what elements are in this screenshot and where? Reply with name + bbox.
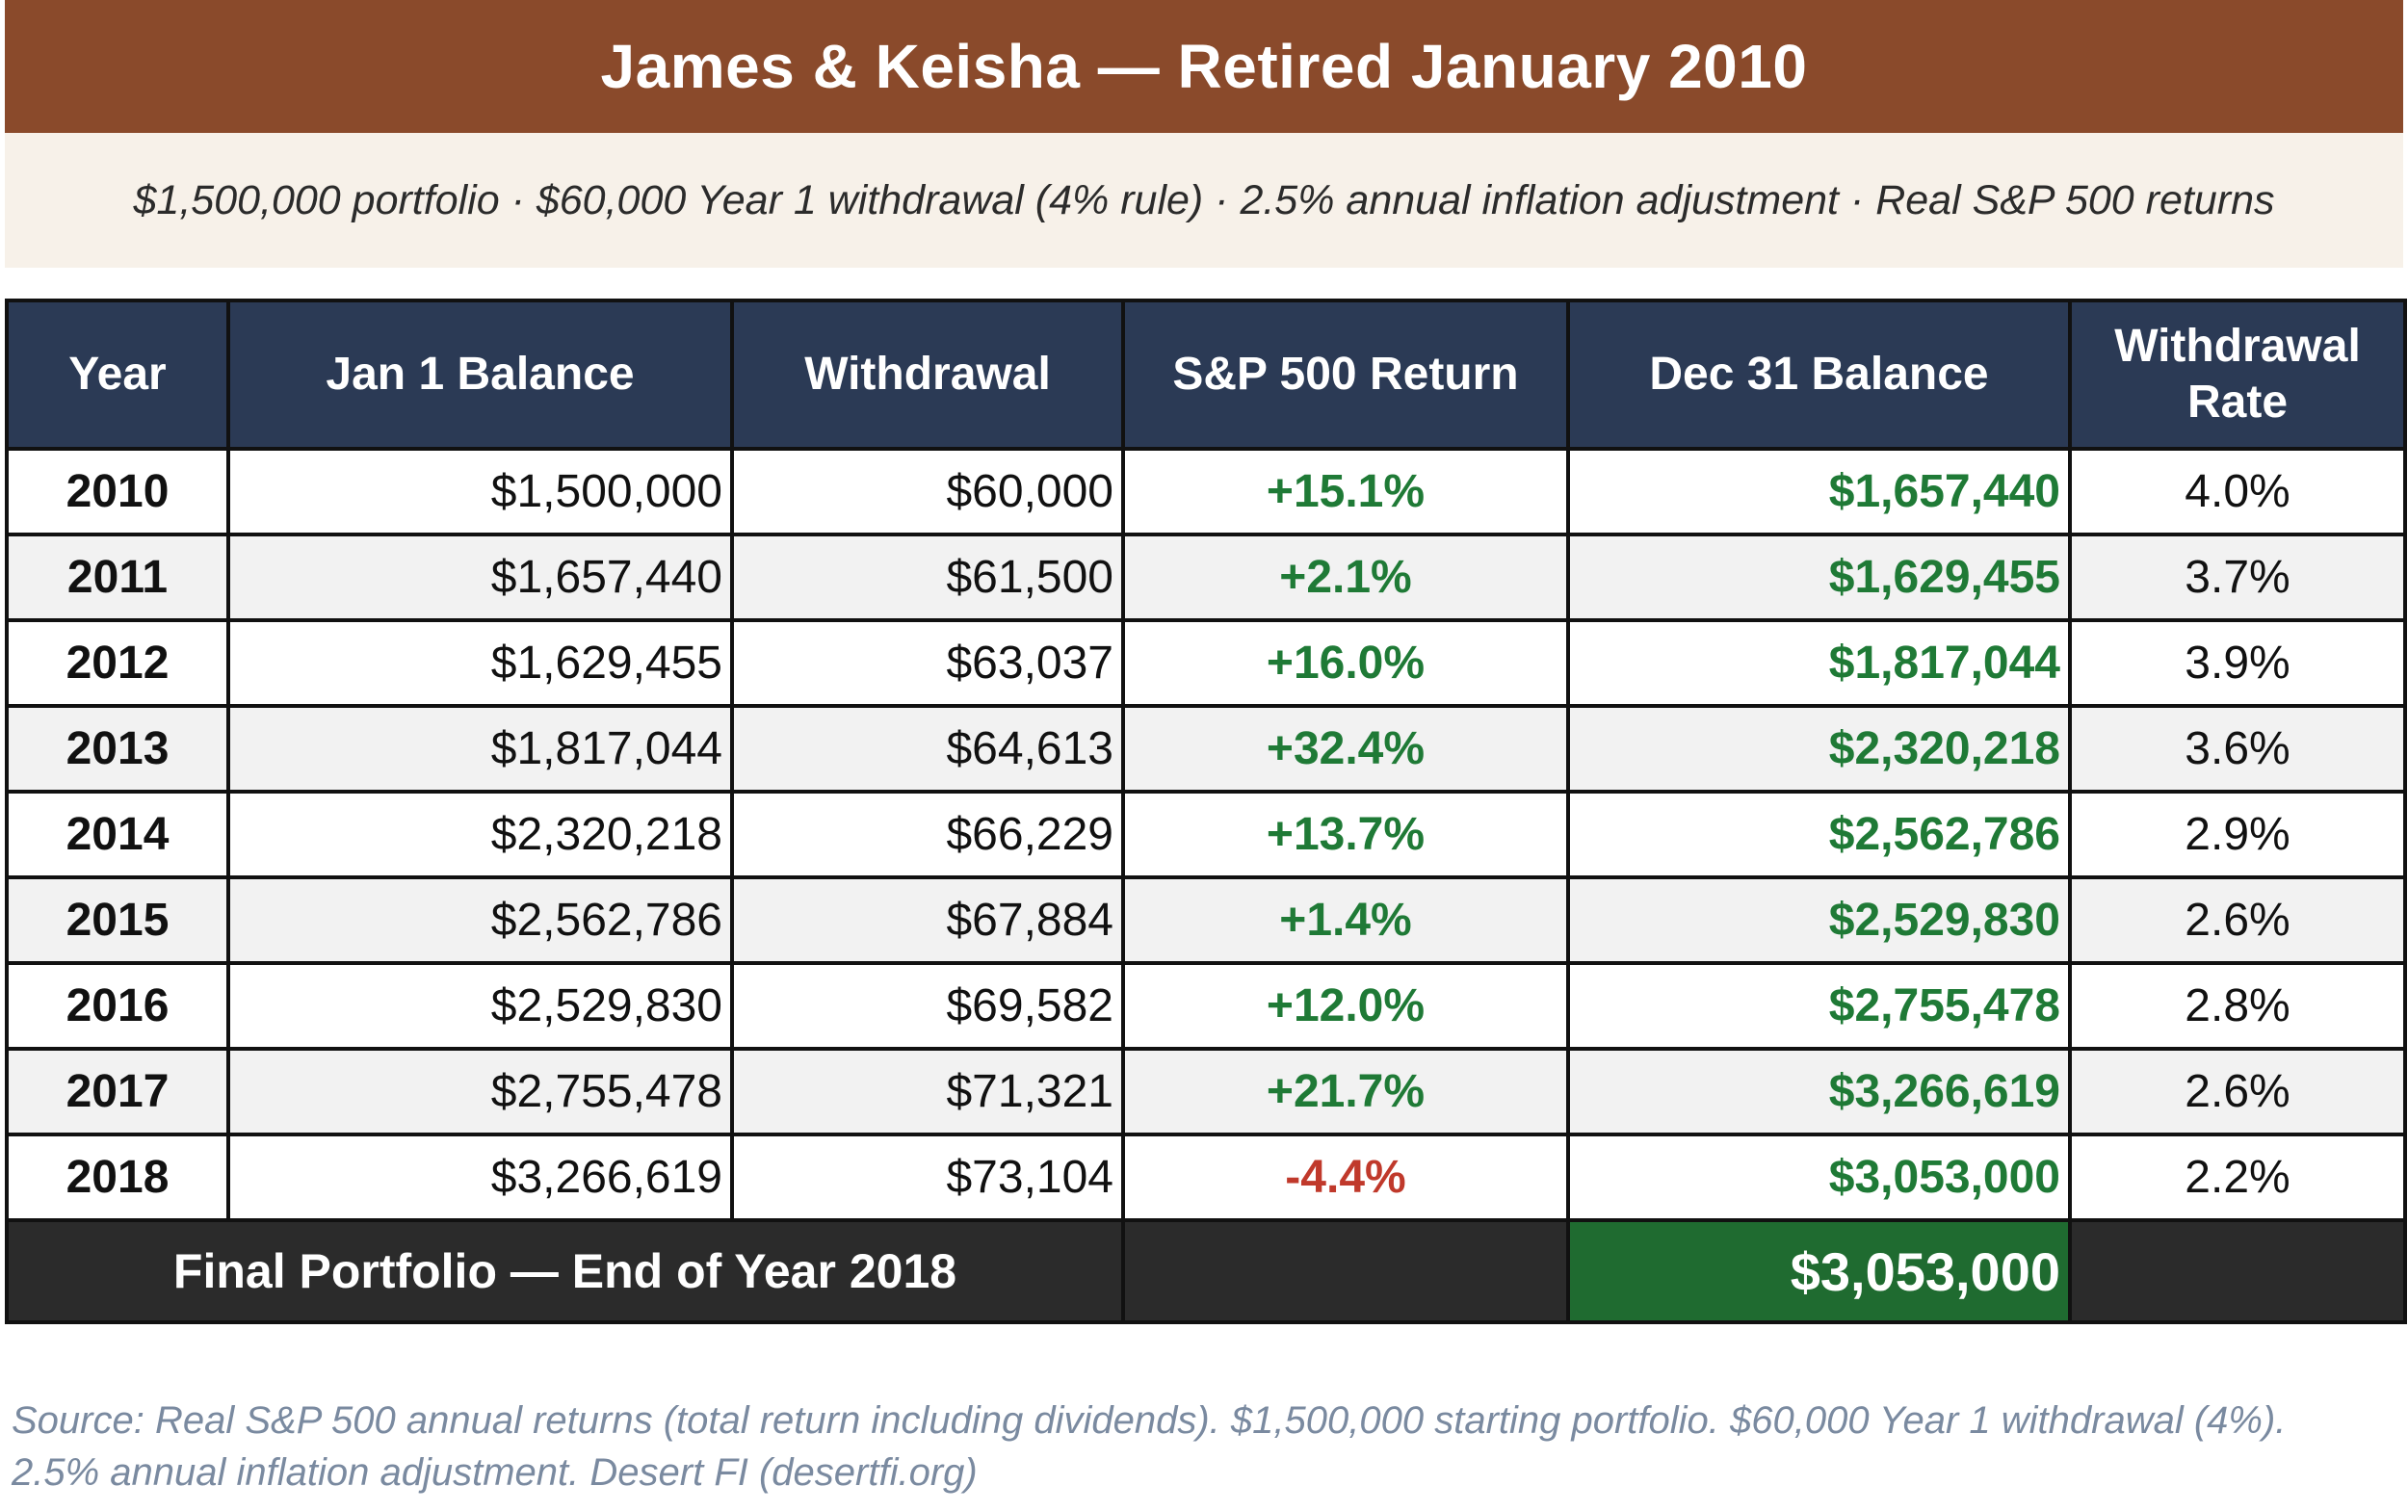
table-row: 2018 $3,266,619 $73,104 -4.4% $3,053,000… [5, 1133, 2407, 1222]
cell-year: 2014 [5, 790, 230, 879]
table-header-row: Year Jan 1 Balance Withdrawal S&P 500 Re… [5, 299, 2407, 451]
header-withdrawal-rate: Withdrawal Rate [2068, 299, 2407, 451]
cell-withdrawal: $63,037 [730, 618, 1125, 708]
cell-withdrawal: $73,104 [730, 1133, 1125, 1222]
cell-withdrawal: $60,000 [730, 447, 1125, 536]
table-row: 2016 $2,529,830 $69,582 +12.0% $2,755,47… [5, 961, 2407, 1051]
cell-withdrawal-rate: 2.6% [2068, 1047, 2407, 1136]
cell-jan-balance: $1,500,000 [226, 447, 734, 536]
table-row: 2013 $1,817,044 $64,613 +32.4% $2,320,21… [5, 704, 2407, 794]
cell-sp-return: -4.4% [1121, 1133, 1570, 1222]
header-jan-balance: Jan 1 Balance [226, 299, 734, 451]
table-row: 2012 $1,629,455 $63,037 +16.0% $1,817,04… [5, 618, 2407, 708]
cell-dec-balance: $2,562,786 [1566, 790, 2072, 879]
table-row: 2014 $2,320,218 $66,229 +13.7% $2,562,78… [5, 790, 2407, 879]
cell-withdrawal-rate: 2.8% [2068, 961, 2407, 1051]
cell-sp-return: +2.1% [1121, 533, 1570, 622]
cell-withdrawal: $71,321 [730, 1047, 1125, 1136]
cell-withdrawal-rate: 4.0% [2068, 447, 2407, 536]
final-portfolio-row: Final Portfolio — End of Year 2018 $3,05… [5, 1218, 2407, 1324]
cell-sp-return: +13.7% [1121, 790, 1570, 879]
header-withdrawal: Withdrawal [730, 299, 1125, 451]
table-row: 2011 $1,657,440 $61,500 +2.1% $1,629,455… [5, 533, 2407, 622]
cell-withdrawal-rate: 2.6% [2068, 875, 2407, 965]
table-row: 2017 $2,755,478 $71,321 +21.7% $3,266,61… [5, 1047, 2407, 1136]
cell-withdrawal: $69,582 [730, 961, 1125, 1051]
cell-withdrawal-rate: 2.2% [2068, 1133, 2407, 1222]
cell-jan-balance: $1,629,455 [226, 618, 734, 708]
cell-sp-return: +21.7% [1121, 1047, 1570, 1136]
cell-jan-balance: $3,266,619 [226, 1133, 734, 1222]
cell-year: 2018 [5, 1133, 230, 1222]
source-note: Source: Real S&P 500 annual returns (tot… [12, 1395, 2391, 1499]
cell-jan-balance: $2,755,478 [226, 1047, 734, 1136]
cell-jan-balance: $2,320,218 [226, 790, 734, 879]
cell-withdrawal-rate: 3.7% [2068, 533, 2407, 622]
page-subtitle: $1,500,000 portfolio · $60,000 Year 1 wi… [5, 133, 2403, 268]
cell-withdrawal-rate: 2.9% [2068, 790, 2407, 879]
cell-withdrawal-rate: 3.6% [2068, 704, 2407, 794]
cell-dec-balance: $2,529,830 [1566, 875, 2072, 965]
cell-withdrawal-rate: 3.9% [2068, 618, 2407, 708]
cell-year: 2013 [5, 704, 230, 794]
cell-sp-return: +32.4% [1121, 704, 1570, 794]
cell-jan-balance: $2,529,830 [226, 961, 734, 1051]
source-note-line: 2.5% annual inflation adjustment. Desert… [12, 1451, 978, 1494]
cell-dec-balance: $3,266,619 [1566, 1047, 2072, 1136]
header-sp-return: S&P 500 Return [1121, 299, 1570, 451]
cell-withdrawal: $64,613 [730, 704, 1125, 794]
cell-year: 2012 [5, 618, 230, 708]
cell-year: 2010 [5, 447, 230, 536]
page-title: James & Keisha — Retired January 2010 [5, 0, 2403, 133]
cell-jan-balance: $1,817,044 [226, 704, 734, 794]
cell-dec-balance: $3,053,000 [1566, 1133, 2072, 1222]
final-portfolio-value: $3,053,000 [1566, 1218, 2072, 1324]
cell-year: 2015 [5, 875, 230, 965]
cell-dec-balance: $1,817,044 [1566, 618, 2072, 708]
retirement-table: Year Jan 1 Balance Withdrawal S&P 500 Re… [5, 299, 2407, 1324]
cell-sp-return: +1.4% [1121, 875, 1570, 965]
final-empty-cell [2068, 1218, 2407, 1324]
cell-sp-return: +15.1% [1121, 447, 1570, 536]
final-portfolio-label: Final Portfolio — End of Year 2018 [5, 1218, 1125, 1324]
cell-withdrawal: $61,500 [730, 533, 1125, 622]
cell-jan-balance: $2,562,786 [226, 875, 734, 965]
cell-withdrawal: $66,229 [730, 790, 1125, 879]
header-year: Year [5, 299, 230, 451]
cell-dec-balance: $1,657,440 [1566, 447, 2072, 536]
cell-year: 2016 [5, 961, 230, 1051]
table-row: 2010 $1,500,000 $60,000 +15.1% $1,657,44… [5, 447, 2407, 536]
header-dec-balance: Dec 31 Balance [1566, 299, 2072, 451]
cell-withdrawal: $67,884 [730, 875, 1125, 965]
table-row: 2015 $2,562,786 $67,884 +1.4% $2,529,830… [5, 875, 2407, 965]
cell-year: 2017 [5, 1047, 230, 1136]
final-empty-cell [1121, 1218, 1570, 1324]
cell-jan-balance: $1,657,440 [226, 533, 734, 622]
cell-dec-balance: $2,755,478 [1566, 961, 2072, 1051]
cell-sp-return: +16.0% [1121, 618, 1570, 708]
cell-sp-return: +12.0% [1121, 961, 1570, 1051]
cell-dec-balance: $1,629,455 [1566, 533, 2072, 622]
source-note-line: Source: Real S&P 500 annual returns (tot… [12, 1399, 2287, 1442]
cell-year: 2011 [5, 533, 230, 622]
cell-dec-balance: $2,320,218 [1566, 704, 2072, 794]
